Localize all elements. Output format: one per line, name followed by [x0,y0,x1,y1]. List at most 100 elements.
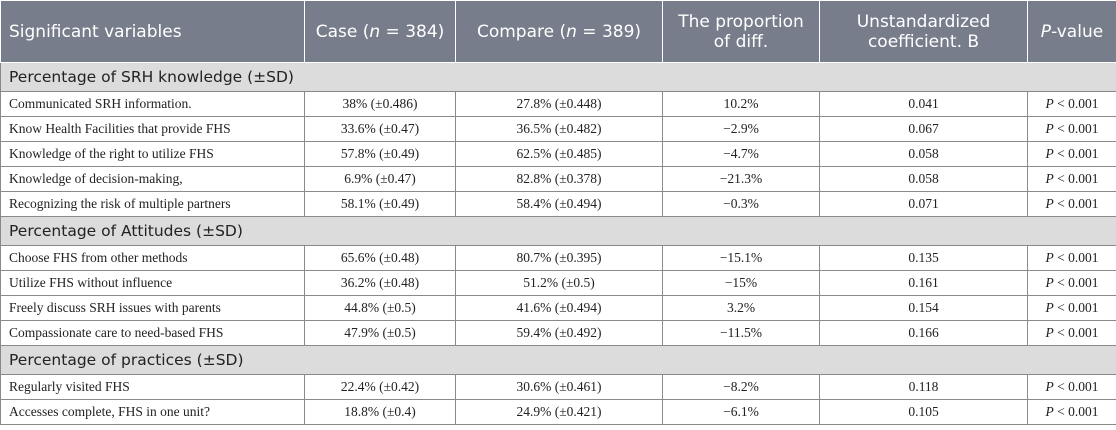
variable-cell: Communicated SRH information. [0,91,305,117]
variable-cell: Accesses complete, FHS in one unit? [0,399,305,425]
variable-cell: Utilize FHS without influence [0,270,305,296]
p-letter: P [1045,325,1054,340]
compare-cell: 24.9% (±0.421) [455,399,663,425]
p-threshold: < 0.001 [1053,275,1099,290]
p-threshold: < 0.001 [1053,404,1099,419]
coefficient-cell: 0.041 [819,91,1028,117]
diff-cell: −6.1% [662,399,820,425]
p-value-cell: P < 0.001 [1027,116,1116,142]
section-header-row: Percentage of Attitudes (±SD) [0,216,1116,246]
compare-cell: 58.4% (±0.494) [455,191,663,217]
p-letter: P [1045,300,1054,315]
p-value-cell: P < 0.001 [1027,295,1116,321]
p-threshold: < 0.001 [1053,250,1099,265]
p-letter: P [1045,146,1054,161]
compare-cell: 36.5% (±0.482) [455,116,663,142]
case-cell: 47.9% (±0.5) [304,320,456,346]
table-row: Knowledge of decision-making, 6.9% (±0.47… [0,166,1116,192]
p-threshold: < 0.001 [1053,96,1099,111]
table-row: Communicated SRH information. 38% (±0.486… [0,91,1116,117]
case-cell: 36.2% (±0.48) [304,270,456,296]
case-cell: 6.9% (±0.47) [304,166,456,192]
compare-cell: 30.6% (±0.461) [455,374,663,400]
coefficient-cell: 0.118 [819,374,1028,400]
coefficient-cell: 0.135 [819,245,1028,271]
diff-cell: −0.3% [662,191,820,217]
p-letter: P [1045,404,1054,419]
coefficient-cell: 0.161 [819,270,1028,296]
p-value-cell: P < 0.001 [1027,374,1116,400]
p-value-cell: P < 0.001 [1027,399,1116,425]
p-letter: P [1045,275,1054,290]
section-header-row: Percentage of practices (±SD) [0,345,1116,375]
p-letter: P [1045,379,1054,394]
p-value-cell: P < 0.001 [1027,166,1116,192]
compare-cell: 27.8% (±0.448) [455,91,663,117]
table-row: Accesses complete, FHS in one unit? 18.8%… [0,399,1116,425]
variable-cell: Knowledge of decision-making, [0,166,305,192]
variable-cell: Recognizing the risk of multiple partner… [0,191,305,217]
variable-cell: Regularly visited FHS [0,374,305,400]
table-row: Know Health Facilities that provide FHS 3… [0,116,1116,142]
case-cell: 57.8% (±0.49) [304,141,456,167]
table-row: Knowledge of the right to utilize FHS 57.… [0,141,1116,167]
diff-cell: −15.1% [662,245,820,271]
case-cell: 44.8% (±0.5) [304,295,456,321]
p-threshold: < 0.001 [1053,300,1099,315]
table-row: Regularly visited FHS 22.4% (±0.42) 30.6% … [0,374,1116,400]
variable-cell: Choose FHS from other methods [0,245,305,271]
diff-cell: 10.2% [662,91,820,117]
case-cell: 58.1% (±0.49) [304,191,456,217]
header-coefficient: Unstandardized coefficient. B [819,0,1028,63]
p-threshold: < 0.001 [1053,379,1099,394]
p-threshold: < 0.001 [1053,121,1099,136]
case-cell: 33.6% (±0.47) [304,116,456,142]
compare-cell: 80.7% (±0.395) [455,245,663,271]
diff-cell: −2.9% [662,116,820,142]
section-title: Percentage of SRH knowledge (±SD) [0,62,1116,92]
p-letter: P [1045,96,1054,111]
p-value-cell: P < 0.001 [1027,245,1116,271]
variable-cell: Freely discuss SRH issues with parents [0,295,305,321]
p-threshold: < 0.001 [1053,196,1099,211]
variable-cell: Knowledge of the right to utilize FHS [0,141,305,167]
p-value-cell: P < 0.001 [1027,141,1116,167]
p-letter: P [1045,196,1054,211]
case-cell: 18.8% (±0.4) [304,399,456,425]
case-cell: 22.4% (±0.42) [304,374,456,400]
diff-cell: 3.2% [662,295,820,321]
p-value-cell: P < 0.001 [1027,320,1116,346]
coefficient-cell: 0.067 [819,116,1028,142]
p-value-cell: P < 0.001 [1027,91,1116,117]
coefficient-cell: 0.105 [819,399,1028,425]
header-p-value: P-value [1027,0,1116,63]
header-compare: Compare (n = 389) [455,0,663,63]
variable-cell: Compassionate care to need-based FHS [0,320,305,346]
diff-cell: −11.5% [662,320,820,346]
coefficient-cell: 0.154 [819,295,1028,321]
table-row: Choose FHS from other methods 65.6% (±0.4… [0,245,1116,271]
diff-cell: −21.3% [662,166,820,192]
coefficient-cell: 0.071 [819,191,1028,217]
table-row: Freely discuss SRH issues with parents 44… [0,295,1116,321]
coefficient-cell: 0.058 [819,141,1028,167]
p-letter: P [1045,250,1054,265]
coefficient-cell: 0.166 [819,320,1028,346]
header-proportion-diff: The proportion of diff. [662,0,820,63]
diff-cell: −15% [662,270,820,296]
compare-cell: 51.2% (±0.5) [455,270,663,296]
p-letter: P [1045,171,1054,186]
diff-cell: −8.2% [662,374,820,400]
variable-cell: Know Health Facilities that provide FHS [0,116,305,142]
header-significant-variables: Significant variables [0,0,305,63]
p-threshold: < 0.001 [1053,171,1099,186]
section-title: Percentage of Attitudes (±SD) [0,216,1116,246]
case-cell: 38% (±0.486) [304,91,456,117]
p-threshold: < 0.001 [1053,325,1099,340]
case-cell: 65.6% (±0.48) [304,245,456,271]
header-row: Significant variables Case (n = 384) Com… [0,0,1116,63]
header-case: Case (n = 384) [304,0,456,63]
p-value-cell: P < 0.001 [1027,191,1116,217]
table-row: Utilize FHS without influence 36.2% (±0.4… [0,270,1116,296]
